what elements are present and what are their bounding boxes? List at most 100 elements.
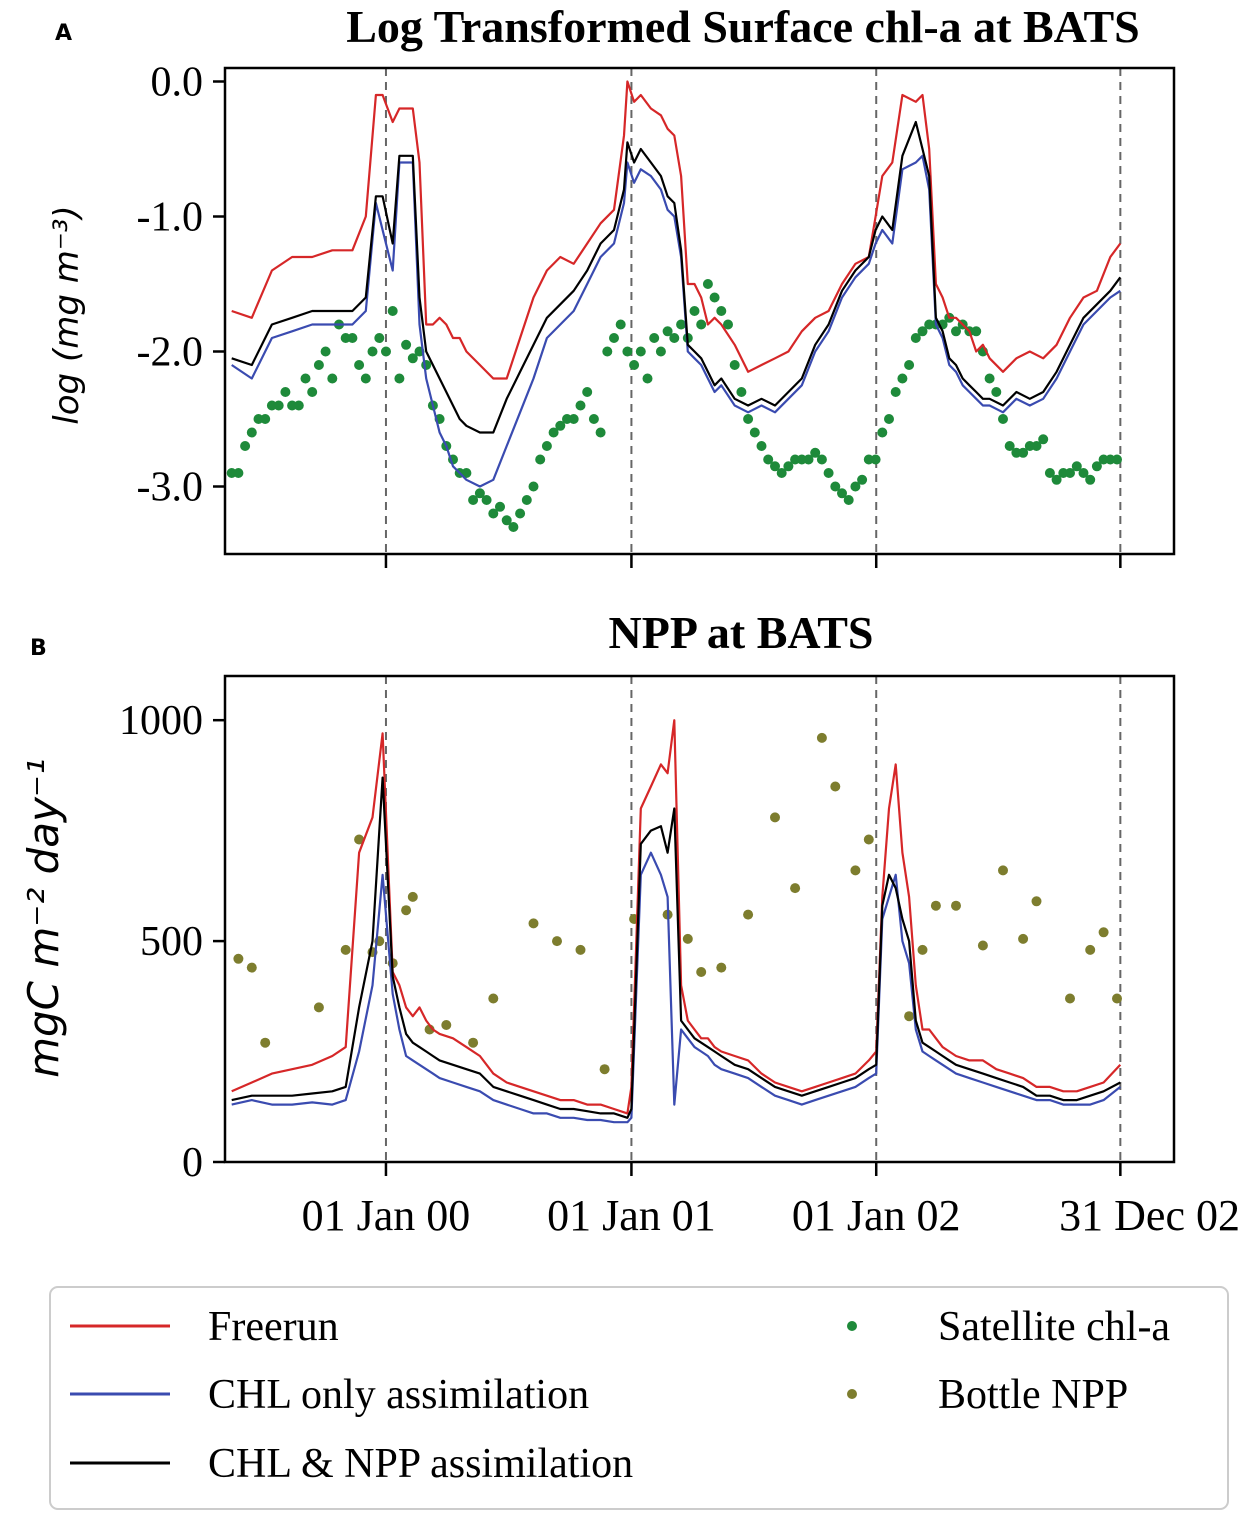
point-satellite-chl-a bbox=[702, 279, 713, 289]
vertical-gridlines-b bbox=[384, 676, 1122, 1162]
y-tick-label-a-3: -3.0 bbox=[137, 465, 204, 511]
point-satellite-chl-a bbox=[555, 420, 566, 431]
point-satellite-chl-a bbox=[602, 346, 613, 357]
point-bottle-npp bbox=[863, 834, 874, 845]
point-bottle-npp bbox=[1018, 933, 1029, 944]
point-satellite-chl-a bbox=[877, 427, 888, 438]
point-satellite-chl-a bbox=[870, 454, 881, 465]
point-bottle-npp bbox=[468, 1037, 479, 1048]
line-series-a bbox=[231, 80, 1122, 488]
point-satellite-chl-a bbox=[1091, 461, 1102, 472]
y-axis-label-b: mgC m⁻² day⁻¹ bbox=[19, 758, 68, 1078]
line-series-b bbox=[231, 719, 1122, 1124]
point-bottle-npp bbox=[977, 940, 988, 951]
point-bottle-npp bbox=[682, 933, 693, 944]
point-bottle-npp bbox=[575, 944, 586, 955]
point-satellite-chl-a bbox=[354, 360, 365, 370]
y-axis-label-a: log (mg m⁻³) bbox=[47, 205, 87, 424]
y-tick-label-a-0: 0.0 bbox=[151, 60, 204, 106]
point-satellite-chl-a bbox=[360, 373, 371, 384]
point-satellite-chl-a bbox=[1018, 447, 1029, 458]
point-satellite-chl-a bbox=[629, 360, 640, 370]
point-satellite-chl-a bbox=[528, 481, 539, 492]
point-satellite-chl-a bbox=[1044, 468, 1055, 478]
point-satellite-chl-a bbox=[1004, 441, 1015, 451]
point-satellite-chl-a bbox=[709, 292, 720, 303]
plot-frame-b bbox=[223, 674, 1176, 1164]
point-bottle-npp bbox=[354, 834, 365, 845]
point-satellite-chl-a bbox=[320, 346, 331, 357]
point-satellite-chl-a bbox=[991, 387, 1002, 397]
series-line-chl-npp-assimilation bbox=[231, 120, 1122, 434]
point-satellite-chl-a bbox=[468, 495, 479, 505]
point-satellite-chl-a bbox=[293, 400, 304, 411]
x-axis-ticks-b: 01 Jan 00 01 Jan 01 01 Jan 02 31 Dec 02 bbox=[302, 1162, 1240, 1240]
point-bottle-npp bbox=[599, 1064, 610, 1075]
point-satellite-chl-a bbox=[535, 454, 546, 465]
point-satellite-chl-a bbox=[461, 468, 472, 478]
legend-marker-satellite bbox=[847, 1321, 857, 1331]
point-satellite-chl-a bbox=[609, 333, 619, 343]
point-satellite-chl-a bbox=[770, 461, 780, 472]
x-tick-label-b-2: 01 Jan 02 bbox=[792, 1191, 961, 1240]
point-satellite-chl-a bbox=[723, 319, 733, 330]
point-bottle-npp bbox=[340, 944, 351, 955]
point-satellite-chl-a bbox=[749, 427, 760, 438]
point-satellite-chl-a bbox=[743, 414, 754, 424]
point-satellite-chl-a bbox=[716, 306, 727, 316]
point-satellite-chl-a bbox=[595, 427, 606, 438]
point-bottle-npp bbox=[528, 918, 539, 929]
point-satellite-chl-a bbox=[421, 360, 432, 370]
point-satellite-chl-a bbox=[541, 441, 552, 451]
point-satellite-chl-a bbox=[280, 387, 291, 397]
legend-label-freerun: Freerun bbox=[208, 1304, 339, 1350]
point-bottle-npp bbox=[407, 891, 418, 902]
point-satellite-chl-a bbox=[1031, 441, 1042, 451]
legend-label-chl-npp: CHL & NPP assimilation bbox=[208, 1441, 633, 1487]
point-bottle-npp bbox=[917, 944, 928, 955]
panel-a: A Log Transformed Surface chl-a at BATS … bbox=[47, 1, 1176, 568]
point-satellite-chl-a bbox=[756, 441, 767, 451]
y-axis-ticks-b: 0 500 1000 bbox=[119, 698, 225, 1186]
point-satellite-chl-a bbox=[313, 360, 324, 370]
point-bottle-npp bbox=[246, 962, 257, 973]
point-satellite-chl-a bbox=[763, 454, 774, 465]
point-satellite-chl-a bbox=[548, 427, 559, 438]
point-satellite-chl-a bbox=[474, 488, 485, 499]
point-satellite-chl-a bbox=[1038, 434, 1049, 445]
point-satellite-chl-a bbox=[736, 387, 747, 397]
point-satellite-chl-a bbox=[689, 306, 700, 316]
point-bottle-npp bbox=[830, 781, 841, 792]
legend-item-freerun: Freerun bbox=[70, 1304, 339, 1350]
panel-label-b: B bbox=[30, 636, 47, 661]
point-satellite-chl-a bbox=[1112, 454, 1122, 465]
point-satellite-chl-a bbox=[816, 454, 827, 465]
point-bottle-npp bbox=[441, 1020, 452, 1030]
y-tick-label-b-0: 0 bbox=[182, 1140, 203, 1186]
point-satellite-chl-a bbox=[273, 400, 284, 411]
legend-marker-bottle bbox=[847, 1389, 857, 1399]
point-satellite-chl-a bbox=[575, 400, 586, 411]
point-bottle-npp bbox=[1085, 944, 1096, 955]
point-satellite-chl-a bbox=[1071, 461, 1082, 472]
point-satellite-chl-a bbox=[1085, 474, 1096, 485]
point-satellite-chl-a bbox=[890, 387, 901, 397]
point-bottle-npp bbox=[401, 905, 412, 916]
legend-label-bottle: Bottle NPP bbox=[938, 1372, 1128, 1418]
point-bottle-npp bbox=[1112, 993, 1122, 1004]
point-satellite-chl-a bbox=[582, 387, 593, 397]
point-satellite-chl-a bbox=[1051, 474, 1062, 485]
point-satellite-chl-a bbox=[971, 326, 982, 337]
point-bottle-npp bbox=[716, 962, 727, 973]
point-bottle-npp bbox=[313, 1002, 324, 1013]
panel-label-a: A bbox=[55, 21, 72, 46]
x-tick-label-b-1: 01 Jan 01 bbox=[547, 1191, 716, 1240]
point-satellite-chl-a bbox=[917, 326, 928, 337]
y-tick-label-a-2: -2.0 bbox=[137, 330, 204, 376]
point-satellite-chl-a bbox=[246, 427, 257, 438]
point-satellite-chl-a bbox=[1065, 468, 1075, 478]
point-satellite-chl-a bbox=[622, 346, 633, 357]
point-satellite-chl-a bbox=[830, 481, 841, 492]
point-satellite-chl-a bbox=[588, 414, 599, 424]
point-satellite-chl-a bbox=[897, 373, 908, 384]
